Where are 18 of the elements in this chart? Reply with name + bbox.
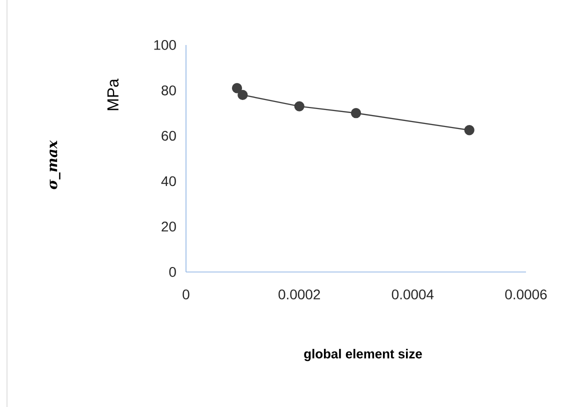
x-tick-label: 0.0004 [392, 290, 434, 300]
point [238, 90, 248, 100]
y-tick-label: 60 [162, 130, 176, 141]
x-tick-label: 0 [182, 290, 190, 300]
point [464, 125, 474, 136]
y-tick-label: 100 [154, 40, 176, 50]
x-tick-label: 0.0006 [505, 290, 547, 300]
x-tick-label: 0.0002 [278, 290, 320, 300]
point [294, 101, 304, 112]
x-axis-title: global element size [304, 348, 422, 362]
y-axis-title: MPa [107, 78, 119, 110]
y-tick-label: 80 [162, 85, 176, 96]
y-tick-label: 40 [161, 176, 176, 186]
y-tick-label: 0 [169, 267, 176, 277]
point [232, 83, 242, 94]
y-tick-label: 20 [162, 222, 176, 232]
text: σ_max [50, 140, 60, 190]
point [350, 108, 362, 118]
